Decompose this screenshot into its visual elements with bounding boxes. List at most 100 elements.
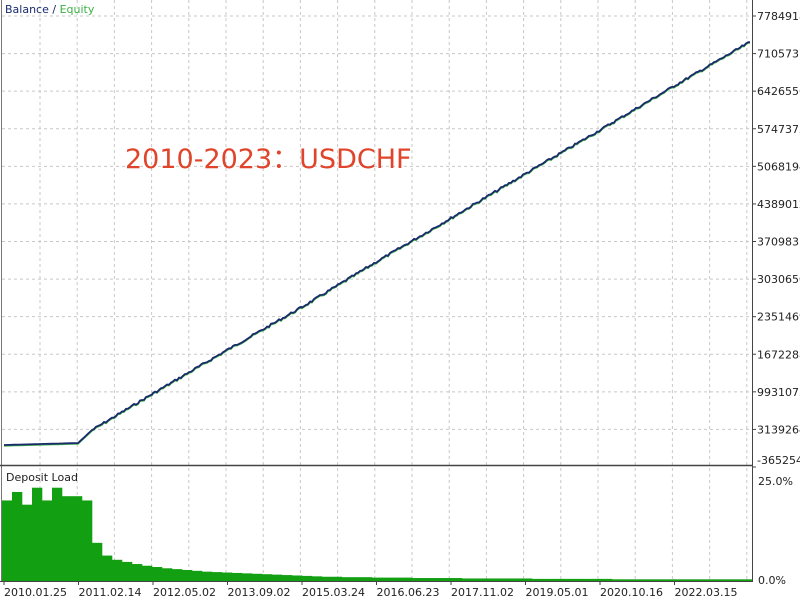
deposit-load-bar <box>442 578 453 581</box>
deposit-load-bar <box>472 578 483 581</box>
deposit-load-bar <box>742 579 753 581</box>
deposit-load-bar <box>642 579 653 581</box>
deposit-load-bar <box>132 564 143 581</box>
x-tick-label: 2020.10.16 <box>600 586 663 599</box>
deposit-load-bar <box>292 575 303 581</box>
deposit-load-bar <box>392 577 403 581</box>
y-tick-label: 4389012 <box>757 198 800 211</box>
deposit-load-bar <box>692 579 703 581</box>
x-tick-label: 2012.05.02 <box>153 586 216 599</box>
deposit-load-bar <box>342 577 353 581</box>
deposit-load-bar <box>462 578 473 581</box>
deposit-load-bar <box>572 578 583 581</box>
deposit-load-bar <box>242 573 253 581</box>
y-tick-label: 3709831 <box>757 236 800 249</box>
x-tick-label: 2011.02.14 <box>79 586 142 599</box>
x-tick-label: 2010.01.25 <box>4 586 67 599</box>
deposit-load-bar <box>332 576 343 581</box>
deposit-load-bar <box>522 578 533 581</box>
deposit-load-bar <box>552 578 563 581</box>
deposit-load-bar <box>532 578 543 581</box>
y-tick-label: 7105737 <box>757 48 800 61</box>
deposit-load-bar <box>322 576 333 581</box>
deposit-load-bar <box>362 577 373 581</box>
deposit-load-bar <box>162 568 173 581</box>
legend-equity: Equity <box>60 3 95 16</box>
deposit-load-bar <box>82 500 93 581</box>
deposit-load-bar <box>142 565 153 581</box>
y-tick-label: 1672288 <box>757 348 800 361</box>
x-tick-label: 2013.09.02 <box>228 586 291 599</box>
equity-line <box>4 42 751 447</box>
deposit-load-bar <box>382 577 393 581</box>
y-tick-label: 3139264 <box>757 423 800 436</box>
deposit-load-bar <box>182 569 193 581</box>
legend: Balance / Equity <box>5 3 95 16</box>
deposit-load-bar <box>32 487 43 581</box>
deposit-load-bar <box>702 579 713 581</box>
deposit-load-bar <box>512 578 523 581</box>
deposit-load-bar <box>272 574 283 581</box>
deposit-load-bar <box>62 496 73 581</box>
deposit-load-bar <box>542 578 553 581</box>
deposit-load-bar <box>72 496 83 581</box>
deposit-load-bar <box>432 578 443 581</box>
x-tick-label: 2019.05.01 <box>526 586 589 599</box>
deposit-load-bar <box>732 579 743 581</box>
x-axis-ticks: 2010.01.25 2011.02.14 2012.05.02 2013.09.02… <box>3 581 738 599</box>
deposit-load-bar <box>402 577 413 581</box>
deposit-load-bar <box>172 569 183 581</box>
deposit-load-bar <box>52 487 63 581</box>
deposit-load-layer <box>2 487 753 581</box>
deposit-load-bar <box>122 561 133 581</box>
deposit-load-bar <box>452 578 463 581</box>
deposit-load-bar <box>412 578 423 581</box>
x-tick-label: 2016.06.23 <box>377 586 440 599</box>
y-tick-label: 3030650 <box>757 273 800 286</box>
deposit-load-bar <box>112 559 123 581</box>
chart-annotation: 2010-2023：USDCHF <box>125 144 412 175</box>
deposit-load-bar <box>262 574 273 581</box>
x-tick-label: 2015.03.24 <box>302 586 365 599</box>
deposit-load-bar <box>42 500 53 581</box>
deposit-load-bar <box>722 579 733 581</box>
deposit-load-bar <box>222 572 233 581</box>
deposit-load-bar <box>612 579 623 581</box>
deposit-load-bar <box>582 578 593 581</box>
deposit-load-bar <box>102 555 113 581</box>
deposit-load-bar <box>712 579 723 581</box>
deposit-load-bar <box>562 578 573 581</box>
deposit-load-bar <box>232 572 243 581</box>
deposit-load-bar <box>502 578 513 581</box>
legend-balance: Balance <box>5 3 49 16</box>
deposit-load-bar <box>152 567 163 581</box>
legend-separator: / <box>49 3 60 16</box>
deposit-load-bar <box>672 579 683 581</box>
deposit-load-bar <box>682 579 693 581</box>
deposit-load-bar <box>92 542 103 581</box>
y-tick-label: 9931075 <box>757 386 800 399</box>
deposit-load-bar <box>312 576 323 581</box>
deposit-load-bar <box>592 578 603 581</box>
deposit-load-tick-bottom: 0.0% <box>758 574 786 587</box>
y-tick-label: 2351469 <box>757 311 800 324</box>
deposit-load-bar <box>252 573 263 581</box>
deposit-load-bar <box>282 575 293 581</box>
y-tick-label: -365254 <box>757 454 800 467</box>
deposit-load-bar <box>302 575 313 581</box>
deposit-load-bar <box>372 577 383 581</box>
x-tick-label: 2017.11.02 <box>451 586 514 599</box>
grid <box>2 0 752 581</box>
deposit-load-bar <box>192 570 203 581</box>
deposit-load-bar <box>482 578 493 581</box>
deposit-load-bar <box>422 578 433 581</box>
y-tick-label: 7784918 <box>757 10 800 23</box>
deposit-load-bar <box>492 578 503 581</box>
x-tick-label: 2022.03.15 <box>675 586 738 599</box>
deposit-load-bar <box>2 500 13 581</box>
deposit-load-bar <box>652 579 663 581</box>
